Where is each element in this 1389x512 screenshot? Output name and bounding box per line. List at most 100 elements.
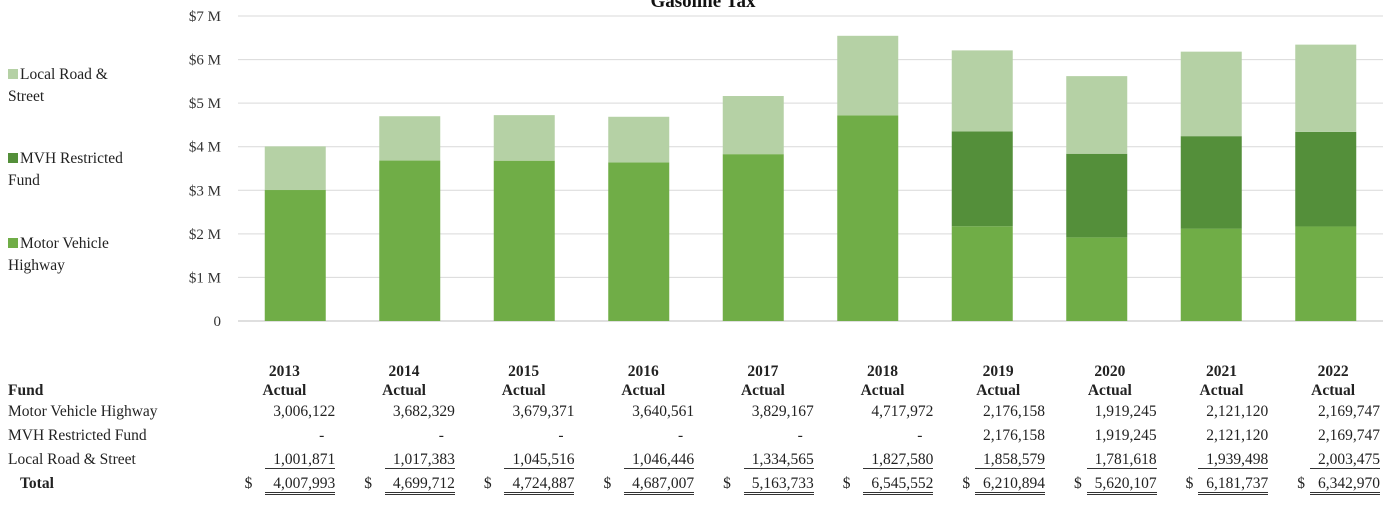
total-cell: $4,724,887: [464, 472, 584, 496]
table-cell: -: [677, 427, 684, 444]
table-cell: 1,017,383: [344, 448, 464, 472]
row-label-total: Total: [20, 475, 54, 492]
legend-swatch: [8, 238, 18, 248]
legend: Local Road & Street: [8, 64, 178, 108]
fund-column-header: Fund: [8, 382, 44, 399]
legend: Motor Vehicle Highway: [8, 233, 178, 277]
total-cell: $5,620,107: [1054, 472, 1166, 496]
table-row-mvh-restricted-fund: MVH Restricted Fund - - - - - - 2,176,15…: [8, 424, 1389, 448]
bar-2022-local-road-street: [1295, 44, 1357, 132]
bar-2013-motor-vehicle-highway: [264, 190, 326, 321]
bar-2016-motor-vehicle-highway: [608, 162, 670, 321]
y-tick-label: $4 M: [189, 140, 221, 156]
bar-2020-local-road-street: [1066, 76, 1128, 154]
row-label: Motor Vehicle Highway: [8, 403, 158, 420]
legend-label-line2: Highway: [8, 257, 65, 274]
y-tick-label: 0: [214, 314, 222, 330]
year-column-header: 2020 Actual: [1087, 363, 1132, 399]
year-column-header: 2019 Actual: [976, 363, 1021, 399]
bar-2019-mvh-restricted-fund: [951, 131, 1013, 227]
legend-swatch: [8, 69, 18, 79]
row-label: MVH Restricted Fund: [8, 427, 147, 444]
table-cell: 1,334,565: [703, 448, 823, 472]
fund-table: Fund 2013 Actual 2014 Actual 2015 Actual 20…: [8, 358, 1389, 496]
legend-swatch: [8, 153, 18, 163]
total-cell: $6,181,737: [1166, 472, 1278, 496]
legend-label-line1: Motor Vehicle: [20, 235, 109, 252]
table-cell: 1,001,871: [225, 448, 345, 472]
table-cell: 3,640,561: [632, 403, 695, 420]
bar-2022-motor-vehicle-highway: [1295, 226, 1357, 321]
legend: MVH Restricted Fund: [8, 148, 178, 192]
y-tick-label: $3 M: [189, 183, 221, 199]
bar-2019-local-road-street: [951, 50, 1013, 132]
table-cell: 2,003,475: [1277, 448, 1389, 472]
table-cell: -: [917, 427, 923, 444]
table-cell: 1,046,446: [583, 448, 703, 472]
bar-2016-local-road-street: [608, 116, 670, 163]
table-cell: 2,169,747: [1318, 403, 1380, 420]
table-cell: 2,121,120: [1206, 403, 1269, 420]
table-cell: 1,045,516: [464, 448, 584, 472]
bar-2019-motor-vehicle-highway: [951, 226, 1013, 321]
table-cell: 4,717,972: [871, 403, 934, 420]
table-cell: 1,939,498: [1166, 448, 1278, 472]
table-cell: 3,829,167: [751, 403, 814, 420]
bar-2018-motor-vehicle-highway: [837, 115, 899, 322]
table-cell: 2,169,747: [1318, 427, 1380, 444]
bar-2020-motor-vehicle-highway: [1066, 237, 1128, 321]
total-cell: $6,545,552: [823, 472, 943, 496]
year-column-header: 2013 Actual: [262, 363, 307, 399]
bar-2013-local-road-street: [264, 146, 326, 191]
bar-2014-local-road-street: [379, 116, 441, 161]
table-cell: 1,827,580: [823, 448, 943, 472]
bar-2021-motor-vehicle-highway: [1180, 228, 1242, 321]
bar-2020-mvh-restricted-fund: [1066, 153, 1128, 238]
year-column-header: 2016 Actual: [621, 363, 666, 399]
year-column-header: 2014 Actual: [382, 363, 426, 399]
total-cell: $5,163,733: [703, 472, 823, 496]
total-cell: $4,007,993: [225, 472, 345, 496]
y-axis-tick-labels: 0 $1 M $2 M $3 M $4 M $5 M $6 M $7 M: [189, 9, 221, 330]
row-label: Local Road & Street: [8, 451, 136, 468]
bar-2021-local-road-street: [1180, 51, 1242, 137]
table-cell: 3,006,122: [273, 403, 336, 420]
year-column-header: 2015 Actual: [501, 363, 546, 399]
table-cell: 2,176,158: [983, 427, 1045, 444]
total-cell: $4,687,007: [583, 472, 703, 496]
y-tick-label: $1 M: [189, 270, 221, 286]
bar-2015-motor-vehicle-highway: [493, 160, 555, 321]
y-tick-label: $6 M: [189, 53, 221, 69]
table-cell: 2,176,158: [983, 403, 1045, 420]
year-column-header: 2022 Actual: [1311, 363, 1356, 399]
bar-2014-motor-vehicle-highway: [379, 160, 441, 321]
table-row-total: Total $4,007,993 $4,699,712 $4,724,887 $…: [8, 472, 1389, 496]
table-cell: -: [319, 427, 325, 444]
table-cell: 2,121,120: [1206, 427, 1269, 444]
table-cell: 1,919,245: [1094, 403, 1157, 420]
table-row-local-road-street: Local Road & Street 1,001,871 1,017,383 …: [8, 448, 1389, 472]
legend-label-line2: Street: [8, 88, 45, 105]
y-tick-label: $7 M: [189, 9, 221, 25]
total-cell: $6,342,970: [1277, 472, 1389, 496]
total-cell: $4,699,712: [344, 472, 464, 496]
bar-segments: [264, 35, 1357, 322]
bar-2021-mvh-restricted-fund: [1180, 136, 1242, 229]
legend-label-line2: Fund: [8, 172, 40, 189]
bar-2022-mvh-restricted-fund: [1295, 131, 1357, 227]
year-column-header: 2018 Actual: [860, 363, 905, 399]
table-cell: 1,919,245: [1094, 427, 1157, 444]
legend-item-local-road-street: Local Road & Street: [8, 64, 178, 108]
table-cell: 1,858,579: [942, 448, 1054, 472]
stacked-bar-chart: 0 $1 M $2 M $3 M $4 M $5 M $6 M $7 M Gasoline T…: [189, 0, 1383, 330]
table-cell: 1,781,618: [1054, 448, 1166, 472]
table-header-row: Fund 2013 Actual 2014 Actual 2015 Actual 20…: [8, 358, 1389, 400]
y-tick-label: $2 M: [189, 227, 221, 243]
bar-2017-local-road-street: [722, 96, 784, 155]
legend-label-line1: Local Road &: [20, 66, 108, 83]
y-tick-label: $5 M: [189, 96, 221, 112]
table-cell: -: [438, 427, 444, 444]
year-column-header: 2017 Actual: [740, 363, 785, 399]
bar-2018-local-road-street: [837, 35, 899, 116]
table-cell: -: [797, 427, 803, 444]
